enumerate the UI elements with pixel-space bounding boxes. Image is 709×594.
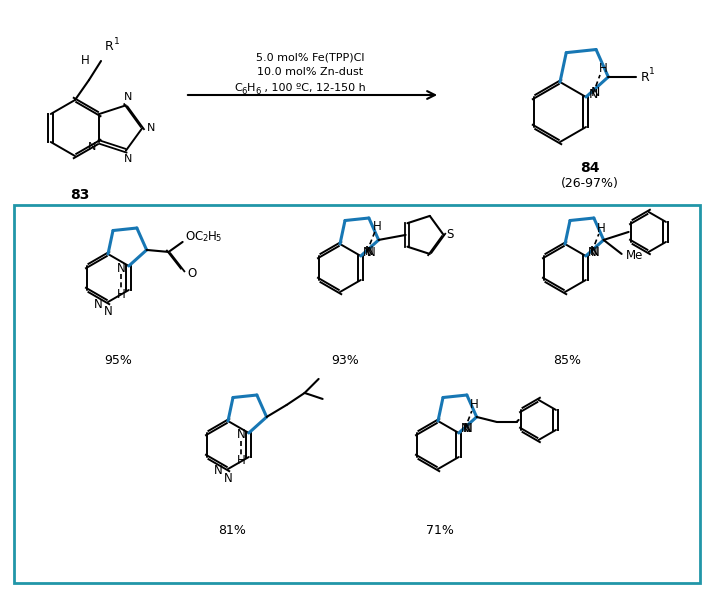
Text: Me: Me	[625, 249, 643, 263]
Text: N: N	[591, 87, 600, 100]
Text: 5.0 mol% Fe(TPP)Cl: 5.0 mol% Fe(TPP)Cl	[256, 52, 364, 62]
Text: H: H	[372, 220, 381, 232]
Text: H: H	[596, 222, 605, 235]
Text: N: N	[236, 428, 245, 441]
Text: C: C	[234, 83, 242, 93]
Text: 2: 2	[203, 235, 208, 244]
Text: N: N	[590, 245, 598, 258]
Text: N: N	[213, 465, 223, 478]
Text: C: C	[194, 230, 203, 244]
Text: H: H	[469, 399, 478, 412]
Text: N: N	[362, 245, 371, 258]
Text: H: H	[116, 287, 125, 301]
Text: 6: 6	[255, 87, 260, 96]
Text: O: O	[188, 267, 197, 280]
Text: 95%: 95%	[104, 353, 132, 366]
Text: (26-97%): (26-97%)	[561, 178, 619, 191]
Text: N: N	[588, 245, 596, 258]
Text: N: N	[460, 422, 469, 435]
Text: N: N	[104, 305, 112, 318]
Text: N: N	[89, 142, 96, 152]
Text: 93%: 93%	[331, 353, 359, 366]
Text: H: H	[236, 454, 245, 467]
Text: 81%: 81%	[218, 523, 246, 536]
Text: H: H	[82, 55, 90, 68]
Text: 10.0 mol% Zn-dust: 10.0 mol% Zn-dust	[257, 67, 363, 77]
Text: N: N	[588, 87, 598, 100]
Text: N: N	[464, 422, 472, 435]
Text: N: N	[367, 245, 375, 258]
Text: 6: 6	[241, 87, 246, 96]
Text: N: N	[463, 422, 471, 435]
Text: S: S	[446, 229, 453, 241]
Text: N: N	[124, 154, 133, 163]
Text: N: N	[147, 123, 155, 133]
Text: N: N	[591, 245, 599, 258]
Text: N: N	[364, 245, 374, 258]
Text: 71%: 71%	[426, 523, 454, 536]
Text: N: N	[124, 93, 133, 102]
Text: H: H	[598, 62, 608, 75]
Text: 5: 5	[216, 235, 221, 244]
Text: 1: 1	[114, 36, 120, 46]
Text: R: R	[105, 39, 113, 52]
Text: 1: 1	[649, 68, 655, 77]
Text: O: O	[186, 230, 195, 244]
Text: R: R	[640, 71, 649, 84]
Text: H: H	[247, 83, 255, 93]
Text: , 100 ºC, 12-150 h: , 100 ºC, 12-150 h	[261, 83, 366, 93]
Text: 85%: 85%	[553, 353, 581, 366]
Text: 84: 84	[580, 161, 600, 175]
Text: N: N	[116, 261, 125, 274]
Text: 83: 83	[70, 188, 89, 202]
Text: N: N	[94, 298, 102, 311]
Text: N: N	[223, 472, 233, 485]
Text: H: H	[208, 230, 216, 244]
